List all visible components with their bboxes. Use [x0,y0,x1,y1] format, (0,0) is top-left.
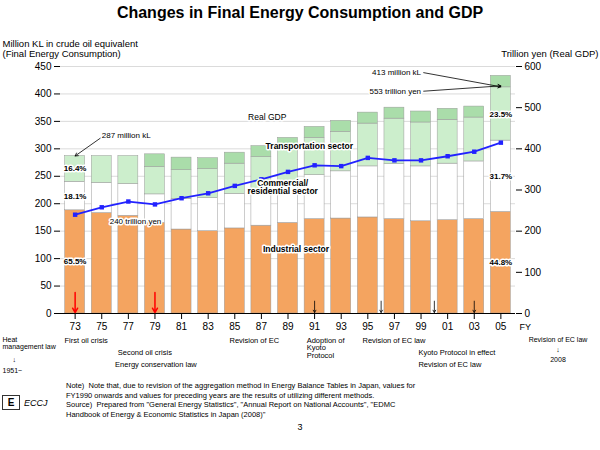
svg-text:553 trillion yen: 553 trillion yen [369,87,421,96]
svg-text:FY: FY [520,322,532,332]
svg-text:Trillion yen (Real GDP): Trillion yen (Real GDP) [501,48,598,59]
svg-text:450: 450 [35,61,52,72]
svg-text:Revision of EC: Revision of EC [229,336,279,345]
svg-text:23.5%: 23.5% [490,110,513,119]
svg-text:300: 300 [525,184,542,195]
svg-text:Commercial/residential sector: Commercial/residential sector [247,178,318,197]
svg-text:↓: ↓ [13,356,17,363]
svg-text:75: 75 [96,321,108,332]
svg-text:240 trillion yen: 240 trillion yen [110,217,162,226]
svg-text:91: 91 [309,321,321,332]
svg-text:Adoption ofKyotoProtocol: Adoption ofKyotoProtocol [307,336,346,360]
svg-text:31.7%: 31.7% [490,172,513,181]
html-text:3: 3 [297,422,303,432]
svg-text:Revision of EC law: Revision of EC law [363,336,427,345]
svg-text:350: 350 [35,116,52,127]
svg-text:413 million kL: 413 million kL [372,68,421,77]
svg-text:300: 300 [35,143,52,154]
svg-text:Real GDP: Real GDP [248,112,287,122]
svg-text:89: 89 [282,321,294,332]
svg-text:250: 250 [35,170,52,181]
svg-text:93: 93 [336,321,348,332]
html-text:E: E [7,397,15,408]
svg-text:Revision of EC law: Revision of EC law [529,336,589,343]
svg-text:Second oil crisis: Second oil crisis [118,348,172,357]
svg-text:400: 400 [35,88,52,99]
svg-text:150: 150 [35,225,52,236]
svg-text:87: 87 [256,321,268,332]
svg-text:83: 83 [203,321,215,332]
svg-text:95: 95 [362,321,374,332]
svg-text:500: 500 [525,102,542,113]
svg-text:73: 73 [70,321,82,332]
svg-text:1951~: 1951~ [3,367,23,374]
svg-text:Energy conservation law: Energy conservation law [115,360,197,369]
html-text:Changes in Final Energy Consum: Changes in Final Energy Consumption and … [116,4,484,21]
svg-text:01: 01 [442,321,454,332]
svg-text:03: 03 [469,321,481,332]
svg-text:05: 05 [495,321,507,332]
svg-text:50: 50 [40,280,52,291]
svg-text:100: 100 [35,253,52,264]
svg-text:79: 79 [149,321,161,332]
svg-text:Million KL in crude oil equiva: Million KL in crude oil equivalent(Final… [3,38,139,59]
svg-text:16.4%: 16.4% [64,164,87,173]
svg-text:Transportation sector: Transportation sector [266,141,354,151]
svg-text:85: 85 [229,321,241,332]
svg-text:↓: ↓ [556,346,560,353]
html-text:ECCJ: ECCJ [24,397,48,408]
svg-text:287 million kL: 287 million kL [102,131,151,140]
svg-text:100: 100 [525,267,542,278]
svg-text:81: 81 [176,321,188,332]
svg-text:Industrial sector: Industrial sector [263,244,330,254]
svg-text:600: 600 [525,61,542,72]
svg-text:97: 97 [389,321,401,332]
svg-text:Revision of EC law: Revision of EC law [418,360,482,369]
svg-text:200: 200 [35,198,52,209]
html-text:Note) Note that, due to revisi: Note) Note that, due to revision of the … [66,381,416,419]
svg-text:77: 77 [123,321,135,332]
svg-text:0: 0 [525,308,531,319]
svg-text:18.1%: 18.1% [64,192,87,201]
svg-text:0: 0 [46,308,52,319]
svg-text:200: 200 [525,225,542,236]
svg-text:400: 400 [525,143,542,154]
svg-text:Heatmanagement law: Heatmanagement law [3,336,57,351]
svg-text:Kyoto Protocol in effect: Kyoto Protocol in effect [418,348,496,357]
svg-text:65.5%: 65.5% [64,257,87,266]
svg-text:2008: 2008 [550,356,566,363]
svg-text:44.8%: 44.8% [490,258,513,267]
svg-text:First oil crisis: First oil crisis [64,336,108,345]
svg-text:99: 99 [415,321,427,332]
